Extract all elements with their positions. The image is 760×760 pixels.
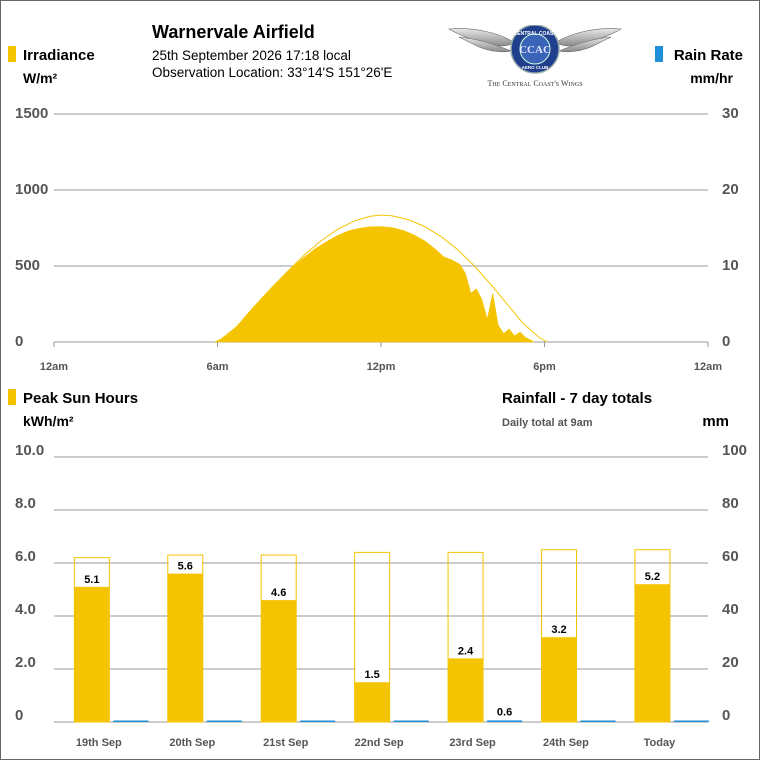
y-tick-label-right: 100 bbox=[722, 442, 747, 459]
peak-sun-legend-swatch bbox=[8, 389, 16, 405]
rainfall-bar bbox=[673, 720, 709, 722]
y-tick-label-right: 0 bbox=[722, 333, 730, 350]
y-tick-label-left: 0 bbox=[15, 333, 23, 350]
rainfall-bar bbox=[580, 720, 616, 722]
station-title: Warnervale Airfield bbox=[152, 22, 315, 42]
y-tick-label-right: 80 bbox=[722, 495, 739, 512]
bar-label-bg bbox=[75, 570, 109, 586]
rainfall-subtitle: Daily total at 9am bbox=[502, 417, 593, 429]
peak-sun-value-label: 5.1 bbox=[84, 574, 99, 586]
rainfall-bar bbox=[300, 720, 336, 722]
x-category-label: 21st Sep bbox=[263, 737, 309, 749]
irradiance-chart: 0 0 500 10 1000 20 1500 30 12am 6am 12pm 6pm 12am bbox=[15, 105, 739, 373]
x-tick-label: 6am bbox=[206, 361, 228, 373]
y-tick-label-left: 1500 bbox=[15, 105, 48, 122]
x-tick-label: 12am bbox=[40, 361, 68, 373]
y-tick-label-right: 20 bbox=[722, 181, 739, 198]
y-tick-label-left: 4.0 bbox=[15, 601, 36, 618]
rain-rate-unit: mm/hr bbox=[690, 70, 733, 86]
peak-sun-bar bbox=[634, 584, 670, 722]
y-tick-label-left: 2.0 bbox=[15, 654, 36, 671]
bar-label-bg bbox=[355, 666, 389, 682]
x-tick-label: 6pm bbox=[533, 361, 556, 373]
rainfall-unit: mm bbox=[702, 413, 729, 430]
clear-sky-line bbox=[217, 214, 548, 343]
x-category-label: Today bbox=[644, 737, 676, 749]
irradiance-legend-swatch bbox=[8, 46, 16, 62]
y-tick-label-left: 0 bbox=[15, 707, 23, 724]
logo-tagline: The Central Coast's Wings bbox=[487, 79, 582, 88]
winged-badge-icon: CCAC CENTRAL COAST AERO CLUB The Central… bbox=[448, 25, 622, 88]
rainfall-bar bbox=[393, 720, 429, 722]
irradiance-unit: W/m² bbox=[23, 70, 58, 86]
peak-sun-bar bbox=[74, 586, 110, 722]
x-category-label: 19th Sep bbox=[76, 737, 122, 749]
x-tick-label: 12pm bbox=[367, 361, 396, 373]
x-tick-label: 12am bbox=[694, 361, 722, 373]
bar-label-bg bbox=[635, 568, 669, 584]
observation-location: Observation Location: 33°14'S 151°26'E bbox=[152, 65, 393, 80]
rainfall-bar bbox=[487, 720, 523, 722]
y-tick-label-left: 500 bbox=[15, 257, 40, 274]
peak-sun-bar bbox=[541, 637, 577, 722]
y-tick-label-left: 10.0 bbox=[15, 442, 44, 459]
y-tick-label-left: 1000 bbox=[15, 181, 48, 198]
peak-sun-bar bbox=[261, 600, 297, 722]
bar-label-bg bbox=[542, 621, 576, 637]
rainfall-bar bbox=[206, 720, 242, 722]
x-category-label: 22nd Sep bbox=[355, 737, 404, 749]
peak-sun-value-label: 1.5 bbox=[364, 669, 379, 681]
y-tick-label-right: 0 bbox=[722, 707, 730, 724]
peak-sun-legend-title: Peak Sun Hours bbox=[23, 390, 139, 407]
bar-label-bg bbox=[449, 642, 483, 658]
peak-sun-value-label: 3.2 bbox=[551, 624, 566, 636]
peak-sun-value-label: 5.6 bbox=[178, 561, 193, 573]
x-category-label: 20th Sep bbox=[169, 737, 215, 749]
peak-sun-value-label: 4.6 bbox=[271, 587, 286, 599]
y-tick-label-right: 20 bbox=[722, 654, 739, 671]
club-logo: CCAC CENTRAL COAST AERO CLUB The Central… bbox=[445, 25, 625, 91]
peak-sun-value-label: 2.4 bbox=[458, 645, 474, 657]
rainfall-bar bbox=[113, 720, 149, 722]
peak-sun-bar bbox=[448, 658, 484, 722]
y-tick-label-right: 30 bbox=[722, 105, 739, 122]
observation-datetime: 25th September 2026 17:18 local bbox=[152, 48, 351, 63]
peak-sun-bar bbox=[354, 682, 390, 722]
bar-label-bg bbox=[262, 584, 296, 600]
logo-bottom-text: AERO CLUB bbox=[522, 65, 549, 70]
y-tick-label-left: 6.0 bbox=[15, 548, 36, 565]
y-tick-label-right: 60 bbox=[722, 548, 739, 565]
logo-monogram: CCAC bbox=[519, 44, 551, 56]
y-tick-label-left: 8.0 bbox=[15, 495, 36, 512]
bar-label-bg bbox=[168, 557, 202, 573]
x-category-label: 24th Sep bbox=[543, 737, 589, 749]
x-category-label: 23rd Sep bbox=[449, 737, 496, 749]
rain-rate-legend-title: Rain Rate bbox=[673, 47, 743, 64]
y-tick-label-right: 40 bbox=[722, 601, 739, 618]
rainfall-legend-title: Rainfall - 7 day totals bbox=[502, 390, 653, 407]
peak-sun-unit: kWh/m² bbox=[23, 413, 74, 429]
rainfall-value-label: 0.6 bbox=[497, 706, 512, 718]
y-tick-label-right: 10 bbox=[722, 257, 739, 274]
logo-ring-text: CENTRAL COAST bbox=[514, 31, 557, 37]
peak-sun-bar bbox=[167, 573, 203, 722]
rain-rate-legend-swatch bbox=[655, 46, 663, 62]
irradiance-legend-title: Irradiance bbox=[23, 47, 95, 64]
peak-sun-value-label: 5.2 bbox=[645, 571, 660, 583]
